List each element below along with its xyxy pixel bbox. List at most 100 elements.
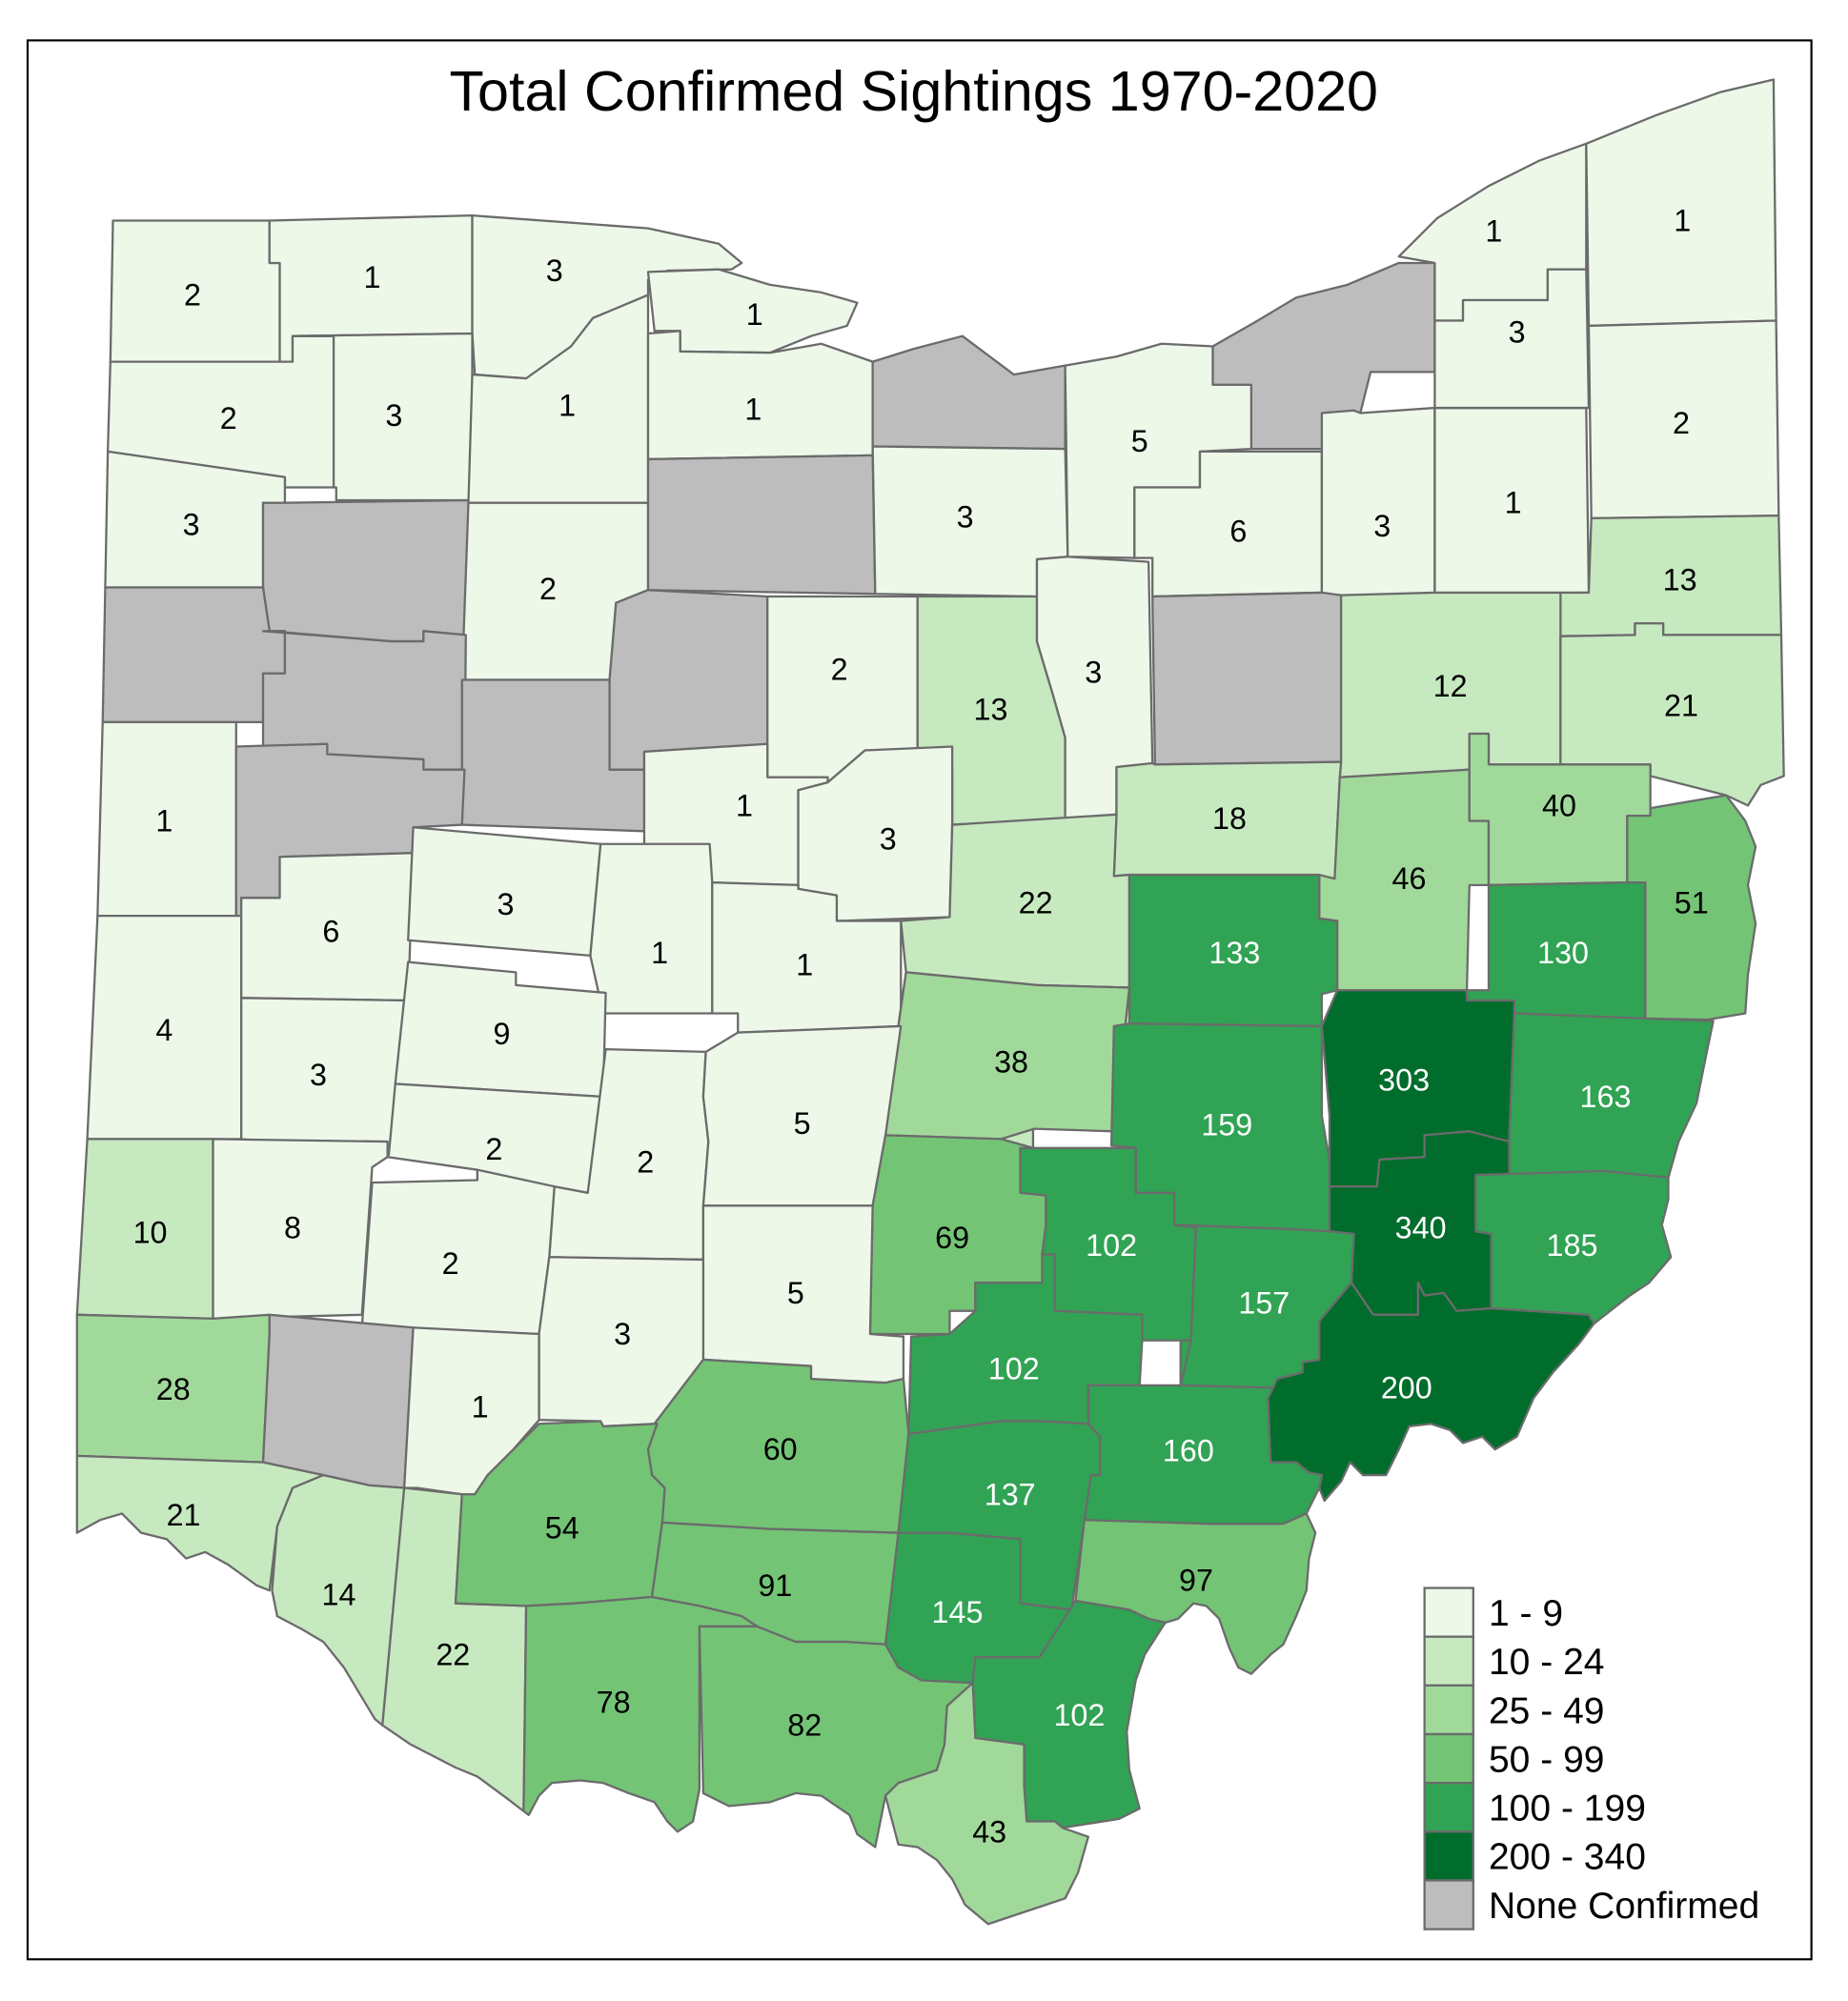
county-value-label: 9	[494, 1017, 511, 1051]
county-value-label: 2	[637, 1145, 654, 1180]
map-frame	[26, 39, 1813, 1961]
county-value-label: 1	[472, 1390, 489, 1425]
county-value-label: 3	[1373, 509, 1391, 543]
county-value-label: 8	[284, 1210, 301, 1244]
legend-swatch	[1423, 1587, 1474, 1638]
legend-swatch	[1423, 1684, 1474, 1736]
county-value-label: 4	[155, 1013, 173, 1047]
county-value-label: 3	[614, 1317, 631, 1351]
county[interactable]	[883, 1682, 1090, 1926]
legend-label: 50 - 99	[1489, 1739, 1605, 1780]
county-value-label: 10	[133, 1216, 168, 1250]
county-value-label: 6	[322, 914, 339, 948]
legend-label: 10 - 24	[1489, 1642, 1605, 1683]
county-value-label: 1	[155, 804, 173, 839]
county-value-label: 3	[1509, 315, 1526, 350]
county-value-label: 3	[385, 398, 402, 433]
county-value-label: 133	[1208, 936, 1260, 970]
map-legend: 1 - 9 10 - 24 25 - 49 50 - 99 100 - 199 200 -…	[1423, 1587, 1759, 1930]
county-value-label: 22	[1019, 886, 1053, 920]
legend-label: 25 - 49	[1489, 1690, 1605, 1731]
county-value-label: 1	[796, 947, 813, 981]
county[interactable]	[1474, 1169, 1673, 1325]
county-value-label: 159	[1201, 1108, 1252, 1142]
county[interactable]	[101, 586, 287, 724]
county[interactable]	[797, 745, 954, 922]
county-value-label: 1	[1674, 204, 1691, 238]
county[interactable]	[646, 454, 877, 596]
map-title: Total Confirmed Sightings 1970-2020	[449, 59, 1378, 123]
county-value-label: 1	[364, 260, 381, 294]
county-value-label: 2	[831, 653, 848, 687]
legend-label: 100 - 199	[1489, 1789, 1646, 1829]
county-value-label: 200	[1381, 1371, 1432, 1405]
county-value-label: 157	[1238, 1286, 1290, 1321]
county-value-label: 3	[957, 500, 974, 535]
legend-swatch	[1423, 1782, 1474, 1833]
county-value-label: 1	[746, 297, 763, 332]
county[interactable]	[1151, 591, 1343, 766]
county-value-label: 12	[1433, 669, 1468, 703]
county-value-label: 1	[1485, 213, 1502, 248]
county-value-label: 5	[1131, 424, 1148, 458]
county[interactable]	[1433, 268, 1591, 410]
county-value-label: 3	[310, 1058, 327, 1092]
county-value-label: 28	[156, 1372, 191, 1406]
county-value-label: 3	[546, 253, 563, 288]
legend-label: 200 - 340	[1489, 1837, 1646, 1878]
county-value-label: 2	[184, 278, 201, 313]
county-value-label: 51	[1675, 886, 1709, 920]
county-value-label: 102	[1086, 1228, 1137, 1263]
legend-swatch	[1423, 1732, 1474, 1785]
county-value-label: 21	[167, 1498, 201, 1532]
county-value-label: 160	[1163, 1434, 1214, 1468]
county-value-label: 3	[880, 821, 897, 856]
county-value-label: 82	[787, 1708, 822, 1743]
county[interactable]	[522, 1595, 759, 1833]
county-value-label: 2	[220, 401, 237, 435]
county-value-label: 3	[183, 508, 200, 542]
county-value-label: 130	[1537, 936, 1589, 970]
county-value-label: 69	[935, 1221, 969, 1255]
county[interactable]	[261, 498, 470, 643]
county[interactable]	[589, 842, 714, 1015]
county-value-label: 46	[1392, 861, 1427, 896]
county-value-label: 43	[972, 1814, 1006, 1849]
county-value-label: 185	[1547, 1228, 1598, 1263]
county-value-label: 1	[558, 388, 576, 422]
county[interactable]	[608, 589, 769, 771]
county-value-label: 1	[651, 936, 668, 970]
county-value-label: 54	[545, 1510, 579, 1545]
county-value-label: 340	[1395, 1210, 1447, 1244]
county-value-label: 13	[974, 692, 1008, 726]
county[interactable]	[261, 1313, 415, 1489]
county-value-label: 6	[1229, 514, 1247, 548]
county-polygons	[75, 78, 1785, 1926]
county-value-label: 14	[322, 1577, 356, 1611]
county-value-label: 2	[485, 1132, 502, 1166]
county-value-label: 60	[763, 1432, 798, 1466]
county-value-label: 5	[787, 1276, 804, 1310]
legend-label: None Confirmed	[1489, 1886, 1759, 1927]
county-value-label: 2	[539, 572, 557, 606]
county-value-label: 21	[1664, 688, 1698, 722]
legend-swatch	[1423, 1879, 1474, 1930]
county-value-label: 91	[758, 1568, 792, 1603]
county-value-label: 303	[1378, 1062, 1430, 1097]
county-value-label: 18	[1212, 801, 1247, 836]
county-value-label: 145	[932, 1595, 984, 1629]
county-value-label: 3	[498, 887, 515, 921]
county-value-label: 5	[794, 1106, 811, 1141]
county-value-label: 2	[1673, 406, 1690, 440]
county-value-label: 13	[1663, 562, 1697, 596]
county[interactable]	[291, 332, 474, 502]
county-value-label: 3	[1085, 655, 1102, 689]
county-value-label: 102	[1053, 1698, 1105, 1732]
legend-label: 1 - 9	[1489, 1593, 1563, 1634]
county-value-label: 78	[597, 1685, 631, 1719]
legend-swatch	[1423, 1830, 1474, 1882]
county-value-label: 137	[985, 1477, 1036, 1511]
county[interactable]	[1267, 1282, 1595, 1503]
